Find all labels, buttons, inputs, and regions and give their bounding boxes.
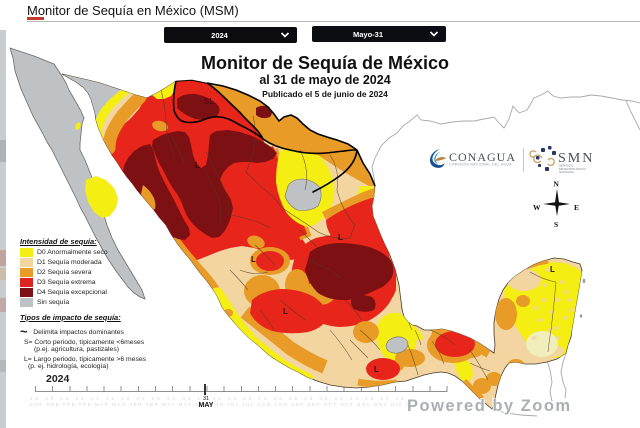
svg-text:L: L <box>338 233 343 242</box>
svg-text:L: L <box>374 365 379 374</box>
svg-text:L: L <box>550 265 555 274</box>
svg-text:E: E <box>574 203 579 212</box>
svg-text:SMN: SMN <box>558 151 594 166</box>
svg-text:SERVICIO: SERVICIO <box>559 164 574 168</box>
svg-text:SL: SL <box>204 97 214 106</box>
svg-text:L: L <box>195 161 200 170</box>
svg-text:L: L <box>251 255 256 264</box>
svg-text:L: L <box>283 307 288 316</box>
svg-text:CONAGUA: CONAGUA <box>449 150 516 164</box>
svg-text:COMISIÓN NACIONAL DEL AGUA: COMISIÓN NACIONAL DEL AGUA <box>449 162 512 167</box>
svg-text:W: W <box>533 203 541 212</box>
svg-text:NACIONAL: NACIONAL <box>559 170 575 174</box>
svg-text:S: S <box>554 220 558 229</box>
svg-text:N: N <box>554 180 560 189</box>
svg-text:METEOROLÓGICO: METEOROLÓGICO <box>559 166 587 171</box>
